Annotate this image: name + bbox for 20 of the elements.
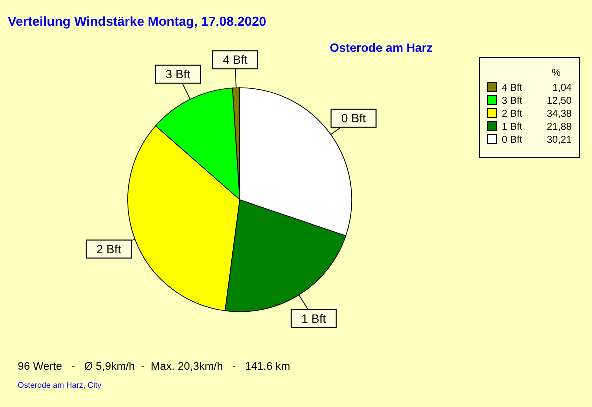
chart-subtitle: Osterode am Harz: [330, 41, 433, 55]
data-label: 34,38: [546, 109, 572, 120]
slice-label: 2 Bft: [96, 242, 122, 256]
slice-label: 1 Bft: [302, 312, 327, 326]
slice-label: 4 Bft: [223, 53, 248, 68]
chart-title: Verteilung Windstärke Montag, 17.08.2020: [8, 14, 267, 29]
text: 96 Werte - Ø 5,9km/h - Max. 20,3km/h - 141.6 km: [18, 361, 290, 373]
data-label: 12,50: [546, 96, 572, 107]
data-label: 30,21: [546, 135, 572, 146]
data-label: 21,88: [546, 122, 572, 133]
data-label: 1,04: [552, 83, 572, 94]
legend-label: 3 Bft: [502, 96, 523, 107]
legend-label: 0 Bft: [502, 135, 523, 146]
legend-title: %: [552, 68, 561, 79]
slice-label: 3 Bft: [166, 67, 192, 82]
legend-label: 1 Bft: [502, 122, 523, 133]
text: Osterode am Harz, City: [18, 381, 102, 390]
legend-label: 2 Bft: [502, 109, 523, 120]
slice-label: 0 Bft: [341, 111, 367, 126]
legend-label: 4 Bft: [502, 83, 523, 94]
